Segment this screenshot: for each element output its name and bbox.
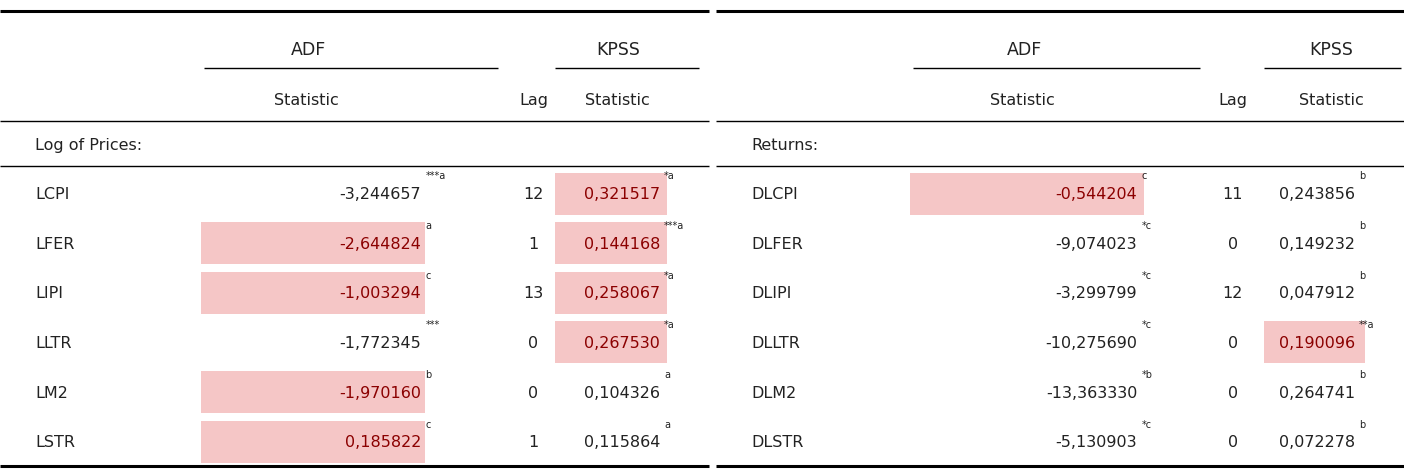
Text: 13: 13 — [524, 286, 543, 301]
Bar — [201, 223, 425, 265]
Text: -0,544204: -0,544204 — [1056, 187, 1137, 202]
Text: 0: 0 — [1227, 434, 1238, 449]
Text: Lag: Lag — [519, 92, 548, 108]
Text: 0: 0 — [1227, 236, 1238, 251]
Text: 0: 0 — [1227, 335, 1238, 350]
Text: KPSS: KPSS — [1309, 41, 1353, 59]
Text: b: b — [1359, 419, 1365, 428]
Text: 0,321517: 0,321517 — [584, 187, 660, 202]
Text: -13,363330: -13,363330 — [1046, 385, 1137, 400]
Text: Log of Prices:: Log of Prices: — [35, 138, 142, 153]
Text: Statistic: Statistic — [990, 92, 1054, 108]
Text: *a: *a — [664, 171, 675, 181]
Text: a: a — [425, 221, 431, 230]
Text: 12: 12 — [524, 187, 543, 202]
Bar — [555, 223, 667, 265]
Text: LSTR: LSTR — [35, 434, 74, 449]
Bar — [555, 173, 667, 215]
Text: Statistic: Statistic — [274, 92, 338, 108]
Text: ***a: ***a — [425, 171, 445, 181]
Text: -1,003294: -1,003294 — [340, 286, 421, 301]
Text: ADF: ADF — [291, 41, 327, 59]
Text: LFER: LFER — [35, 236, 74, 251]
Text: -1,970160: -1,970160 — [340, 385, 421, 400]
Text: -1,772345: -1,772345 — [340, 335, 421, 350]
Text: Statistic: Statistic — [1299, 92, 1363, 108]
Text: c: c — [425, 270, 431, 280]
Text: *c: *c — [1141, 419, 1151, 428]
Text: c: c — [1141, 171, 1147, 181]
Text: DLSTR: DLSTR — [751, 434, 803, 449]
Text: DLLTR: DLLTR — [751, 335, 800, 350]
Bar — [555, 322, 667, 364]
Text: *b: *b — [1141, 369, 1153, 379]
Text: KPSS: KPSS — [595, 41, 640, 59]
Text: LIPI: LIPI — [35, 286, 63, 301]
Text: LLTR: LLTR — [35, 335, 72, 350]
Text: *c: *c — [1141, 221, 1151, 230]
Bar — [1264, 322, 1365, 364]
Text: *a: *a — [664, 270, 675, 280]
Text: 0,047912: 0,047912 — [1279, 286, 1355, 301]
Text: 1: 1 — [528, 434, 539, 449]
Text: *c: *c — [1141, 270, 1151, 280]
Text: -10,275690: -10,275690 — [1045, 335, 1137, 350]
Text: DLFER: DLFER — [751, 236, 803, 251]
Text: 0: 0 — [528, 385, 539, 400]
Text: 12: 12 — [1223, 286, 1243, 301]
Text: DLCPI: DLCPI — [751, 187, 797, 202]
Text: *c: *c — [1141, 320, 1151, 329]
Text: c: c — [425, 419, 431, 428]
Text: b: b — [425, 369, 431, 379]
Text: ADF: ADF — [1007, 41, 1043, 59]
Text: 0,190096: 0,190096 — [1279, 335, 1355, 350]
Text: 0,149232: 0,149232 — [1279, 236, 1355, 251]
Text: 1: 1 — [528, 236, 539, 251]
Text: Returns:: Returns: — [751, 138, 819, 153]
Text: *a: *a — [664, 320, 675, 329]
Text: 0,258067: 0,258067 — [584, 286, 660, 301]
Text: -2,644824: -2,644824 — [340, 236, 421, 251]
Text: 0,115864: 0,115864 — [584, 434, 660, 449]
Text: b: b — [1359, 270, 1365, 280]
Text: b: b — [1359, 221, 1365, 230]
Text: 0,144168: 0,144168 — [584, 236, 660, 251]
Text: -9,074023: -9,074023 — [1056, 236, 1137, 251]
Text: DLIPI: DLIPI — [751, 286, 792, 301]
Bar — [201, 371, 425, 413]
Text: 0,243856: 0,243856 — [1279, 187, 1355, 202]
Text: -3,244657: -3,244657 — [340, 187, 421, 202]
Text: a: a — [664, 369, 670, 379]
Text: 0,267530: 0,267530 — [584, 335, 660, 350]
Text: 0,104326: 0,104326 — [584, 385, 660, 400]
Text: 11: 11 — [1223, 187, 1243, 202]
Text: 0,072278: 0,072278 — [1279, 434, 1355, 449]
Text: -5,130903: -5,130903 — [1056, 434, 1137, 449]
Text: 0,185822: 0,185822 — [345, 434, 421, 449]
Text: LCPI: LCPI — [35, 187, 69, 202]
Text: b: b — [1359, 171, 1365, 181]
Text: **a: **a — [1359, 320, 1375, 329]
Text: ***a: ***a — [664, 221, 684, 230]
Bar — [555, 272, 667, 314]
Text: Statistic: Statistic — [585, 92, 650, 108]
Text: b: b — [1359, 369, 1365, 379]
Text: DLM2: DLM2 — [751, 385, 796, 400]
Bar — [910, 173, 1144, 215]
Text: LM2: LM2 — [35, 385, 67, 400]
Bar — [201, 272, 425, 314]
Text: -3,299799: -3,299799 — [1056, 286, 1137, 301]
Text: ***: *** — [425, 320, 439, 329]
Text: 0,264741: 0,264741 — [1279, 385, 1355, 400]
Text: 0: 0 — [528, 335, 539, 350]
Text: 0: 0 — [1227, 385, 1238, 400]
Text: a: a — [664, 419, 670, 428]
Text: Lag: Lag — [1219, 92, 1247, 108]
Bar — [201, 421, 425, 463]
